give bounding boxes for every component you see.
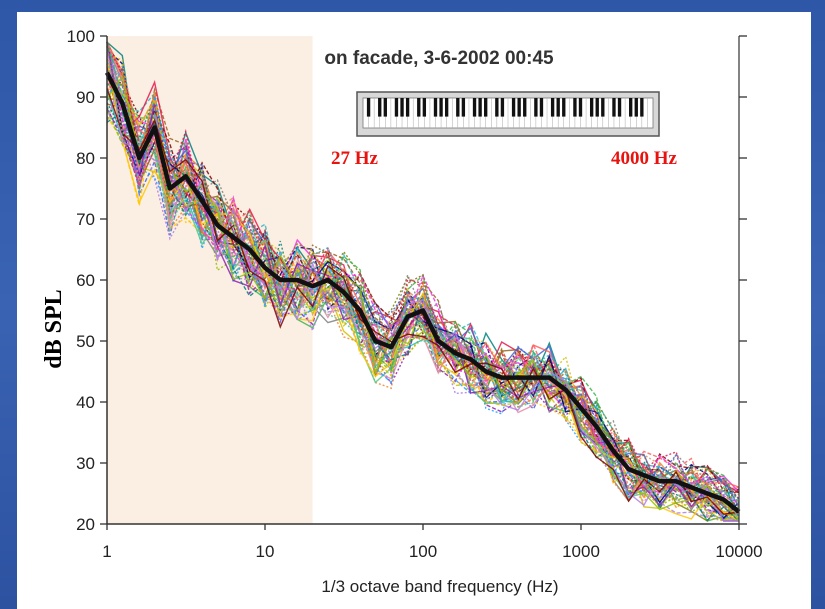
measurement-series [106, 41, 740, 515]
measurement-series [106, 41, 740, 505]
black-key [562, 98, 566, 117]
black-key [417, 98, 421, 117]
measurement-series [106, 81, 740, 507]
measurement-series [106, 86, 740, 514]
black-key [617, 98, 622, 117]
black-key [556, 98, 560, 117]
black-key [456, 98, 460, 117]
y-tick-label: 60 [76, 271, 95, 290]
black-key [461, 98, 466, 117]
x-tick-label: 1000 [562, 542, 600, 561]
y-tick-label: 40 [76, 393, 95, 412]
annotation-4000hz: 4000 Hz [611, 148, 678, 169]
black-key [394, 98, 399, 117]
measurement-series [106, 41, 740, 494]
black-key [539, 98, 544, 117]
measurement-series [106, 49, 740, 500]
black-key [573, 98, 577, 117]
y-tick-label: 50 [76, 332, 95, 351]
black-key [422, 98, 427, 117]
black-key [439, 98, 443, 117]
black-key [629, 98, 633, 117]
chart-title: on facade, 3-6-2002 00:45 [324, 48, 554, 69]
black-key [550, 98, 555, 117]
measurement-series [106, 46, 739, 522]
black-key [366, 98, 371, 117]
measurement-series [106, 58, 740, 522]
y-tick-label: 80 [76, 149, 95, 168]
black-key [601, 98, 605, 117]
measurement-series [106, 100, 740, 522]
black-key [612, 98, 616, 117]
black-key [640, 98, 644, 117]
black-key [444, 98, 449, 117]
y-tick-label: 70 [76, 210, 95, 229]
y-tick-label: 20 [76, 515, 95, 534]
annotation-27hz: 27 Hz [331, 148, 379, 169]
measurement-series [106, 45, 739, 522]
x-axis-label: 1/3 octave band frequency (Hz) [321, 577, 558, 596]
black-key [589, 98, 594, 117]
black-key [634, 98, 638, 117]
black-key [378, 98, 382, 117]
black-key [534, 98, 538, 117]
piano-keyboard-icon [356, 91, 660, 137]
y-tick-label: 100 [67, 27, 95, 46]
y-tick-label: 30 [76, 454, 95, 473]
y-tick-label: 90 [76, 88, 95, 107]
measurement-series [106, 70, 740, 506]
black-key [523, 98, 527, 117]
black-key [495, 98, 499, 117]
black-key [595, 98, 599, 117]
x-tick-label: 100 [409, 542, 437, 561]
y-axis-label: dB SPL [41, 289, 67, 368]
black-key [405, 98, 410, 117]
measurement-series [106, 90, 740, 522]
mean-series-line [104, 71, 741, 514]
chart-frame: 20 30 40 50 60 70 80 90 100 1 10 100 1000 10000 on fa… [17, 12, 811, 609]
black-key [517, 98, 521, 117]
black-key [500, 98, 505, 117]
x-tick-label: 10 [256, 542, 275, 561]
black-key [383, 98, 387, 117]
black-key [400, 98, 404, 117]
black-key [433, 98, 438, 117]
black-key [478, 98, 482, 117]
black-key [484, 98, 488, 117]
x-tick-label: 10000 [715, 542, 762, 561]
black-key [511, 98, 516, 117]
x-tick-label: 1 [102, 542, 111, 561]
black-key [578, 98, 583, 117]
black-key [472, 98, 477, 117]
